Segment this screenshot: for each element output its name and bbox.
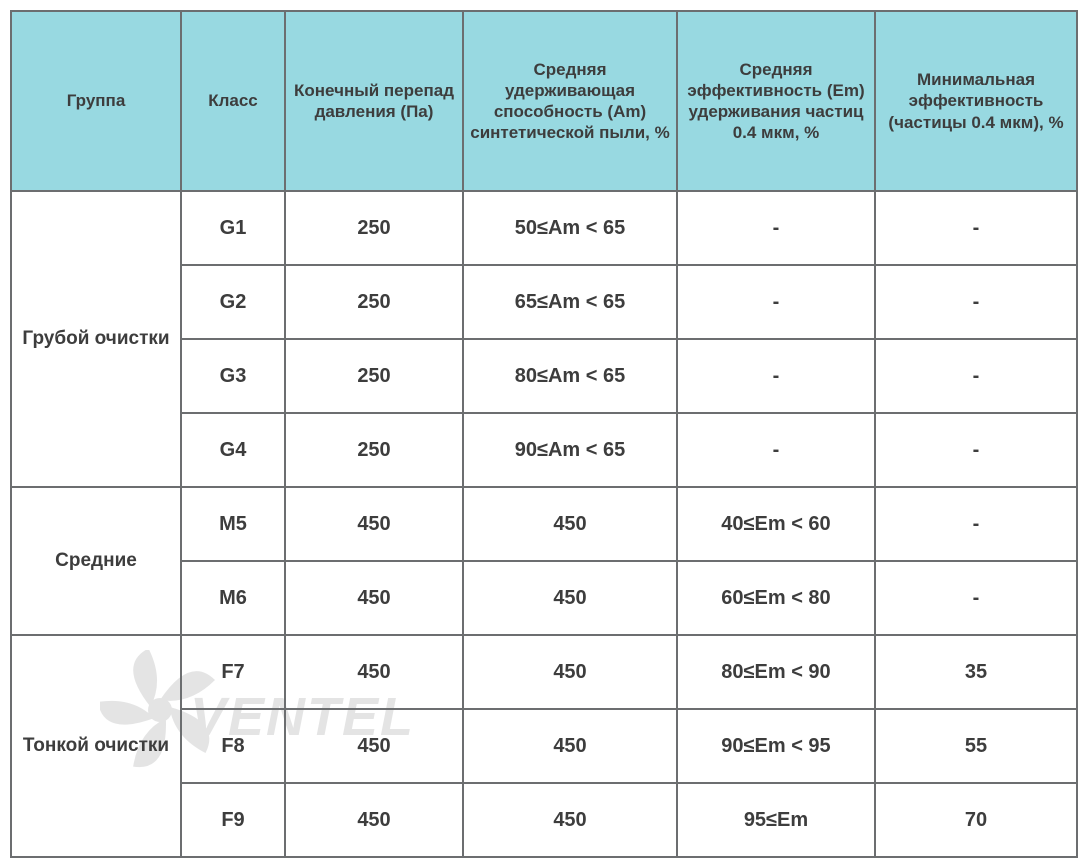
cell-class: F8 [181,709,285,783]
cell-am: 50≤Am < 65 [463,191,677,265]
group-cell: Средние [11,487,181,635]
cell-min: 70 [875,783,1077,857]
cell-min: - [875,487,1077,561]
cell-class: F7 [181,635,285,709]
cell-am: 450 [463,487,677,561]
header-pressure: Конечный перепад давления (Па) [285,11,463,191]
table-row: Тонкой очистки F7 450 450 80≤Em < 90 35 [11,635,1077,709]
cell-min: 35 [875,635,1077,709]
cell-em: 95≤Em [677,783,875,857]
cell-class: G2 [181,265,285,339]
header-class: Класс [181,11,285,191]
cell-class: M5 [181,487,285,561]
cell-am: 80≤Am < 65 [463,339,677,413]
cell-em: 90≤Em < 95 [677,709,875,783]
cell-pd: 250 [285,339,463,413]
cell-pd: 450 [285,487,463,561]
cell-am: 450 [463,783,677,857]
cell-class: G1 [181,191,285,265]
cell-pd: 250 [285,265,463,339]
cell-min: - [875,265,1077,339]
cell-pd: 450 [285,561,463,635]
cell-am: 90≤Am < 65 [463,413,677,487]
header-am: Средняя удерживающая способность (Am) си… [463,11,677,191]
cell-em: - [677,413,875,487]
cell-min: - [875,561,1077,635]
filter-classes-table: Группа Класс Конечный перепад давления (… [10,10,1078,858]
cell-pd: 450 [285,635,463,709]
cell-pd: 450 [285,783,463,857]
cell-em: - [677,339,875,413]
header-em: Средняя эффективность (Em) удерживания ч… [677,11,875,191]
cell-pd: 250 [285,413,463,487]
table-header-row: Группа Класс Конечный перепад давления (… [11,11,1077,191]
cell-class: G3 [181,339,285,413]
cell-min: 55 [875,709,1077,783]
cell-class: G4 [181,413,285,487]
cell-min: - [875,413,1077,487]
cell-em: - [677,191,875,265]
table-row: Грубой очистки G1 250 50≤Am < 65 - - [11,191,1077,265]
cell-em: 60≤Em < 80 [677,561,875,635]
cell-am: 65≤Am < 65 [463,265,677,339]
group-cell: Тонкой очистки [11,635,181,857]
cell-min: - [875,339,1077,413]
cell-class: F9 [181,783,285,857]
cell-am: 450 [463,709,677,783]
cell-am: 450 [463,561,677,635]
cell-min: - [875,191,1077,265]
cell-am: 450 [463,635,677,709]
cell-em: - [677,265,875,339]
cell-em: 40≤Em < 60 [677,487,875,561]
cell-pd: 250 [285,191,463,265]
group-cell: Грубой очистки [11,191,181,487]
cell-class: M6 [181,561,285,635]
table-row: Средние M5 450 450 40≤Em < 60 - [11,487,1077,561]
header-min: Минимальная эффективность (частицы 0.4 м… [875,11,1077,191]
cell-em: 80≤Em < 90 [677,635,875,709]
cell-pd: 450 [285,709,463,783]
header-group: Группа [11,11,181,191]
